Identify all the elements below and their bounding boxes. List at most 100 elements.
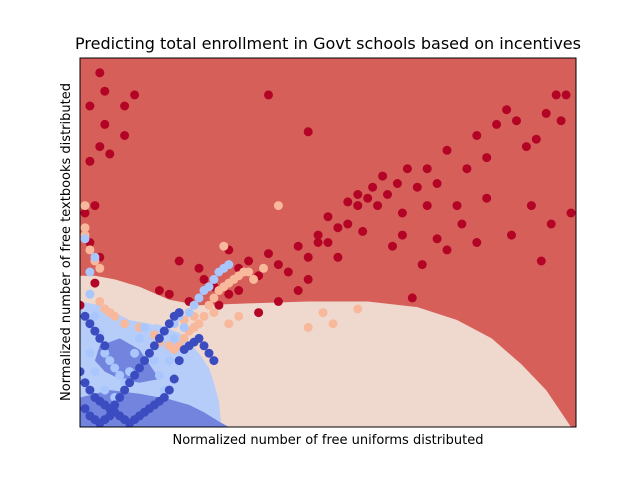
scatter-point-class-3: [333, 223, 343, 233]
scatter-point-class-1: [149, 356, 159, 366]
scatter-point-class-3: [273, 260, 283, 270]
scatter-point-class-0: [85, 319, 95, 329]
scatter-point-class-0: [105, 411, 115, 421]
scatter-point-class-3: [90, 201, 100, 211]
scatter-point-class-3: [397, 208, 407, 218]
scatter-point-class-1: [100, 348, 110, 358]
scatter-point-class-0: [174, 308, 184, 318]
scatter-point-class-0: [159, 393, 169, 402]
scatter-point-class-0: [204, 348, 214, 358]
scatter-point-class-2: [353, 304, 363, 314]
scatter-point-class-0: [164, 319, 174, 329]
scatter-point-class-3: [174, 256, 184, 266]
scatter-points: [80, 68, 576, 427]
scatter-point-class-2: [303, 322, 313, 332]
scatter-point-class-0: [125, 378, 135, 388]
y-axis-label: Normalized number of free textbooks dist…: [59, 83, 74, 401]
scatter-point-class-3: [383, 190, 392, 199]
scatter-point-class-0: [199, 341, 209, 351]
scatter-point-class-2: [120, 319, 130, 329]
scatter-point-class-3: [90, 278, 100, 288]
scatter-point-class-0: [140, 356, 149, 366]
scatter-point-class-3: [313, 238, 323, 247]
scatter-point-class-3: [521, 142, 531, 152]
scatter-point-class-1: [189, 300, 199, 310]
scatter-point-class-3: [507, 230, 516, 240]
scatter-point-class-2: [209, 308, 219, 318]
scatter-point-class-3: [85, 101, 95, 111]
scatter-point-class-3: [130, 90, 140, 100]
scatter-point-class-0: [80, 404, 90, 414]
scatter-point-class-3: [482, 153, 492, 163]
scatter-point-class-0: [80, 367, 85, 377]
chart-title: Predicting total enrollment in Govt scho…: [75, 34, 581, 53]
scatter-point-class-1: [140, 322, 149, 332]
scatter-point-class-3: [80, 208, 90, 218]
scatter-point-class-2: [224, 319, 234, 329]
scatter-point-class-3: [283, 267, 293, 277]
scatter-point-class-3: [512, 116, 521, 126]
scatter-point-class-3: [80, 300, 85, 310]
scatter-point-class-0: [100, 341, 110, 351]
scatter-point-class-3: [95, 68, 105, 78]
scatter-point-class-1: [85, 348, 95, 358]
scatter-point-class-3: [199, 274, 209, 284]
scatter-point-class-1: [135, 333, 144, 343]
scatter-point-class-3: [105, 149, 115, 159]
scatter-point-class-2: [80, 201, 90, 211]
scatter-point-class-3: [194, 263, 204, 273]
scatter-point-class-3: [120, 101, 130, 111]
scatter-point-class-3: [303, 252, 313, 262]
scatter-point-class-3: [254, 308, 264, 318]
scatter-point-class-3: [164, 289, 174, 299]
scatter-point-class-3: [303, 127, 313, 137]
scatter-point-class-2: [194, 319, 204, 329]
scatter-point-class-0: [80, 311, 90, 321]
scatter-point-class-0: [120, 385, 130, 395]
scatter-point-class-3: [546, 219, 556, 229]
scatter-point-class-3: [313, 230, 323, 240]
scatter-point-class-3: [224, 289, 234, 299]
scatter-point-class-2: [95, 297, 105, 306]
scatter-point-class-0: [95, 333, 105, 343]
scatter-point-class-3: [323, 238, 333, 247]
scatter-point-class-3: [293, 241, 303, 251]
scatter-point-class-2: [273, 201, 283, 211]
scatter-point-class-2: [95, 263, 105, 273]
scatter-point-class-2: [244, 267, 254, 277]
scatter-point-class-0: [135, 363, 144, 373]
scatter-point-class-3: [561, 90, 571, 100]
scatter-point-class-0: [169, 374, 179, 384]
scatter-point-class-3: [457, 219, 467, 229]
scatter-point-class-0: [90, 326, 100, 336]
scatter-point-class-3: [556, 116, 566, 126]
scatter-point-class-1: [184, 308, 194, 318]
scatter-point-class-1: [80, 234, 90, 244]
scatter-point-class-2: [204, 300, 214, 310]
scatter-point-class-1: [204, 282, 214, 292]
scatter-point-class-3: [536, 256, 546, 266]
scatter-point-class-2: [199, 311, 209, 321]
plot-frame: [79, 57, 577, 428]
scatter-point-class-3: [353, 201, 363, 211]
scatter-point-class-3: [85, 156, 95, 166]
x-axis-label: Normalized number of free uniforms distr…: [173, 433, 484, 448]
scatter-point-class-3: [432, 234, 442, 244]
scatter-point-class-0: [80, 378, 90, 388]
scatter-point-class-3: [343, 219, 353, 229]
scatter-point-class-1: [130, 348, 140, 358]
scatter-point-class-3: [264, 249, 273, 259]
scatter-point-class-1: [115, 370, 125, 380]
scatter-point-class-3: [472, 238, 482, 247]
scatter-point-class-3: [397, 230, 407, 240]
scatter-point-class-3: [422, 164, 432, 174]
scatter-point-class-1: [85, 267, 95, 277]
scatter-point-class-3: [526, 201, 536, 211]
scatter-point-class-3: [378, 171, 388, 181]
scatter-point-class-3: [358, 226, 368, 236]
scatter-point-class-2: [80, 223, 90, 233]
scatter-point-class-0: [110, 400, 120, 410]
scatter-point-class-1: [224, 260, 234, 270]
scatter-point-class-3: [353, 190, 363, 199]
scatter-point-class-3: [566, 208, 576, 218]
